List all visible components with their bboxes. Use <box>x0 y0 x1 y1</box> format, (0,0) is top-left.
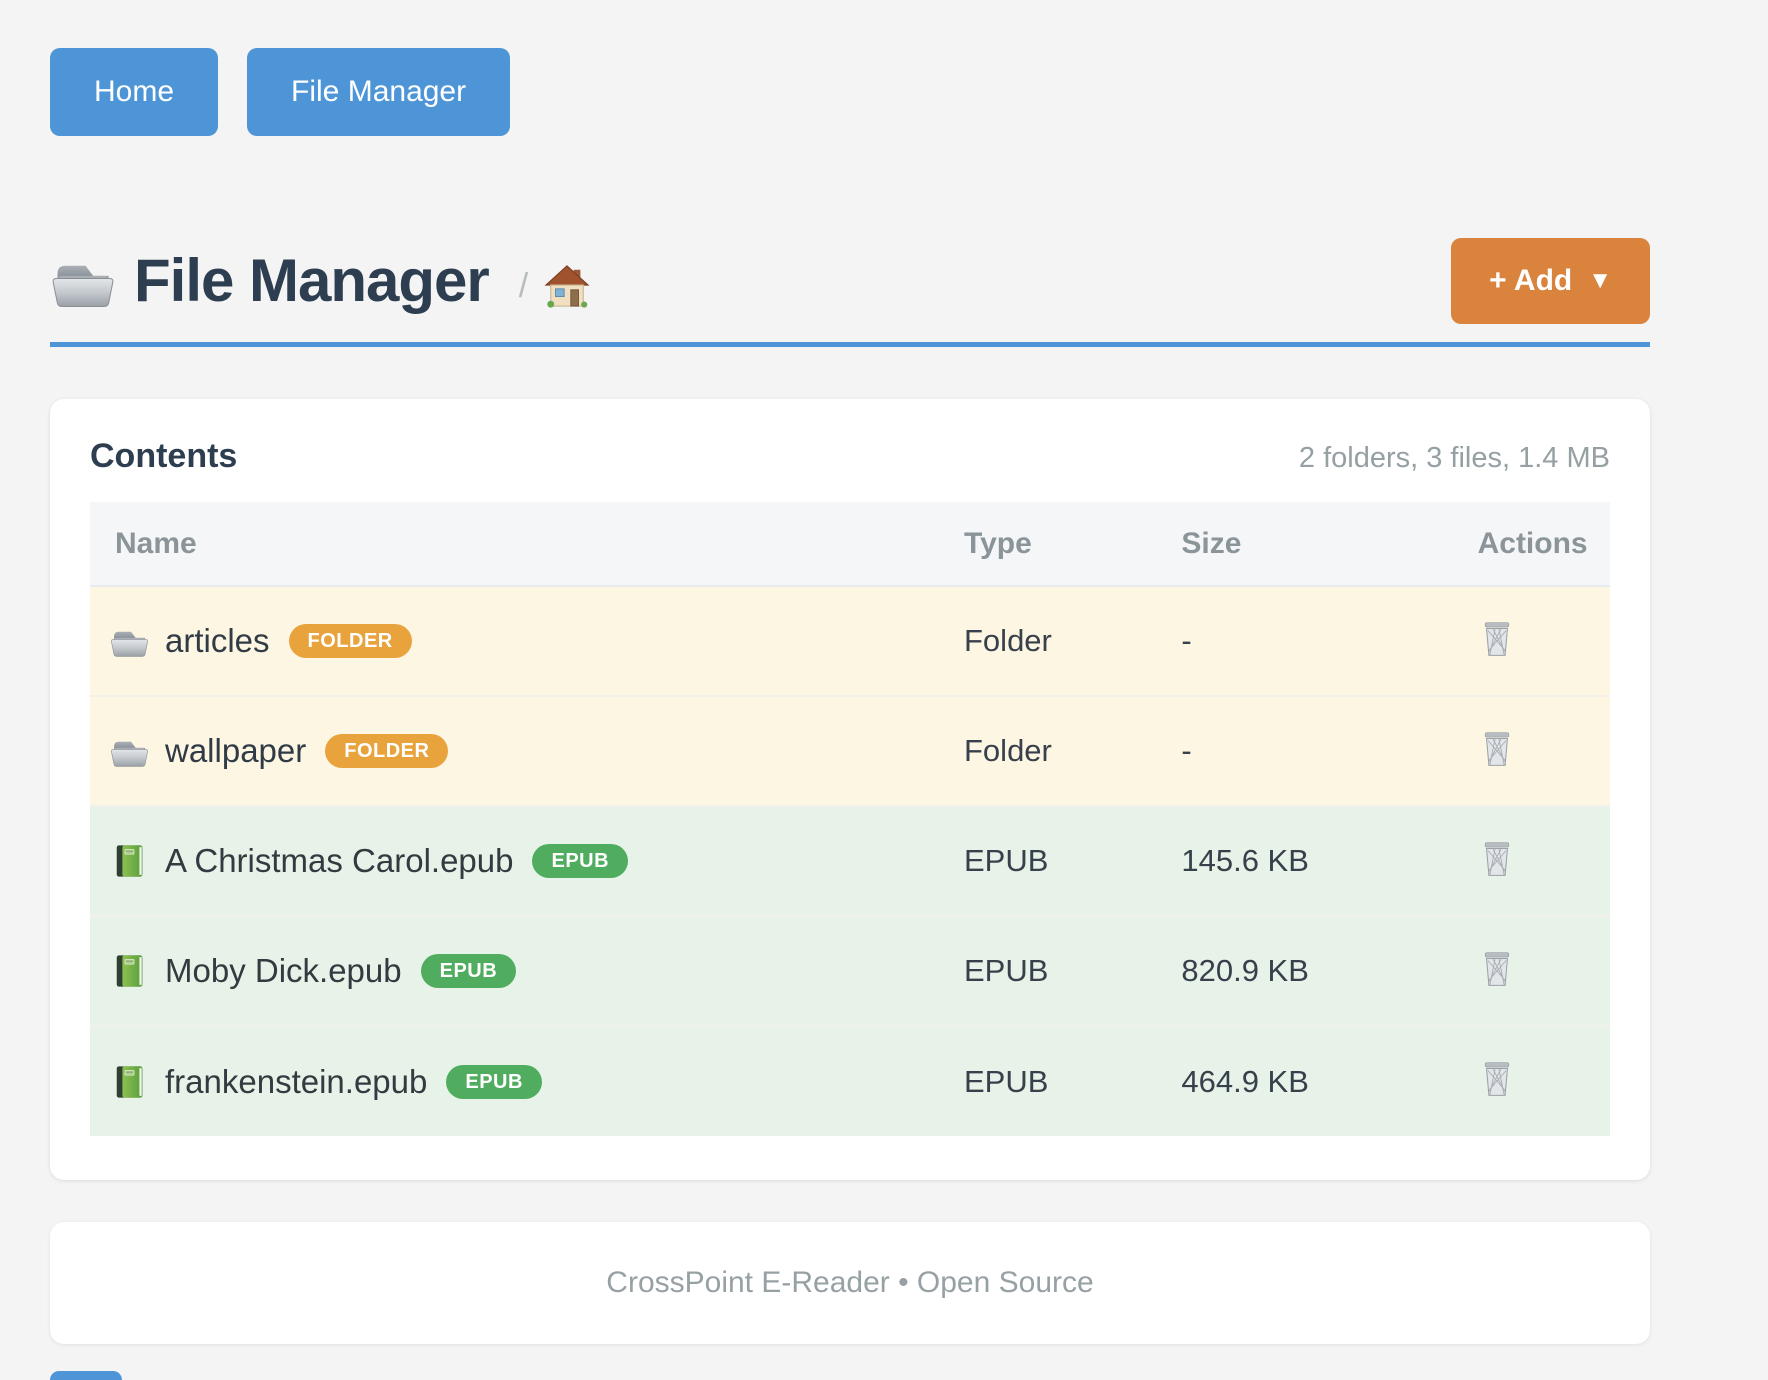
file-link[interactable]: Moby Dick.epub EPUB <box>90 952 964 990</box>
page-header: File Manager / + Add ▼ <box>50 238 1650 324</box>
item-type: Folder <box>964 695 1182 806</box>
title-divider <box>50 342 1650 347</box>
delete-button[interactable] <box>1466 950 1514 988</box>
item-size: - <box>1181 695 1466 806</box>
trash-icon <box>1484 1062 1509 1096</box>
item-name: wallpaper <box>165 732 307 769</box>
trash-icon <box>1484 621 1509 656</box>
table-row: Moby Dick.epub EPUB EPUB 820.9 KB <box>90 915 1610 1026</box>
folder-link[interactable]: articles FOLDER <box>90 622 964 660</box>
nav-home-button[interactable]: Home <box>50 48 219 136</box>
book-icon <box>116 1065 143 1098</box>
delete-button[interactable] <box>1466 1060 1514 1098</box>
trash-icon <box>1484 951 1509 986</box>
partially-visible-button[interactable] <box>50 1371 122 1380</box>
item-size: - <box>1181 586 1466 696</box>
folder-icon <box>111 741 148 767</box>
item-size: 145.6 KB <box>1181 805 1466 916</box>
add-button[interactable]: + Add ▼ <box>1451 238 1650 324</box>
home-icon <box>545 264 590 309</box>
item-type: EPUB <box>964 1025 1182 1136</box>
trash-icon <box>1484 731 1509 766</box>
folder-badge: FOLDER <box>288 624 412 658</box>
column-header-type: Type <box>964 502 1182 587</box>
epub-badge: EPUB <box>420 954 517 988</box>
epub-badge: EPUB <box>532 844 629 878</box>
item-name: A Christmas Carol.epub <box>165 842 514 879</box>
table-row: wallpaper FOLDER Folder - <box>90 695 1610 806</box>
column-header-actions: Actions <box>1465 502 1610 587</box>
add-button-label: + Add <box>1489 264 1573 297</box>
breadcrumb-home-link[interactable] <box>544 264 590 309</box>
trash-icon <box>1484 841 1509 876</box>
folder-icon <box>52 265 114 307</box>
book-icon <box>116 845 143 877</box>
column-header-size: Size <box>1181 502 1466 587</box>
contents-summary: 2 folders, 3 files, 1.4 MB <box>1298 442 1610 474</box>
folder-icon <box>111 631 148 657</box>
table-row: articles FOLDER Folder - <box>90 586 1610 696</box>
file-link[interactable]: frankenstein.epub EPUB <box>90 1063 964 1101</box>
footer-text: CrossPoint E-Reader • Open Source <box>606 1266 1094 1299</box>
column-header-name: Name <box>90 502 964 587</box>
contents-card: Contents 2 folders, 3 files, 1.4 MB Name… <box>50 399 1650 1180</box>
item-size: 820.9 KB <box>1181 915 1466 1026</box>
folder-link[interactable]: wallpaper FOLDER <box>90 732 964 770</box>
file-table: Name Type Size Actions articles FOLDER F… <box>90 502 1610 1136</box>
delete-button[interactable] <box>1466 730 1514 768</box>
top-nav: Home File Manager <box>50 48 1650 136</box>
table-header-row: Name Type Size Actions <box>90 502 1610 587</box>
delete-button[interactable] <box>1466 620 1514 658</box>
page-title: File Manager <box>134 247 490 314</box>
contents-title: Contents <box>90 437 238 475</box>
chevron-down-icon: ▼ <box>1588 267 1612 294</box>
item-type: Folder <box>964 586 1182 696</box>
page: Home File Manager File Manager / + Add ▼… <box>50 0 1650 1344</box>
item-name: articles <box>165 622 270 659</box>
folder-badge: FOLDER <box>325 734 449 768</box>
table-row: frankenstein.epub EPUB EPUB 464.9 KB <box>90 1025 1610 1136</box>
item-type: EPUB <box>964 915 1182 1026</box>
item-size: 464.9 KB <box>1181 1025 1466 1136</box>
file-link[interactable]: A Christmas Carol.epub EPUB <box>90 842 964 880</box>
table-row: A Christmas Carol.epub EPUB EPUB 145.6 K… <box>90 805 1610 916</box>
footer: CrossPoint E-Reader • Open Source <box>50 1222 1650 1344</box>
item-name: Moby Dick.epub <box>165 952 402 989</box>
item-type: EPUB <box>964 805 1182 916</box>
epub-badge: EPUB <box>446 1064 542 1099</box>
delete-button[interactable] <box>1466 840 1514 878</box>
item-name: frankenstein.epub <box>165 1062 428 1100</box>
breadcrumb: / <box>518 266 529 305</box>
contents-card-header: Contents 2 folders, 3 files, 1.4 MB <box>90 437 1610 476</box>
nav-file-manager-button[interactable]: File Manager <box>247 48 511 136</box>
book-icon <box>116 955 143 987</box>
